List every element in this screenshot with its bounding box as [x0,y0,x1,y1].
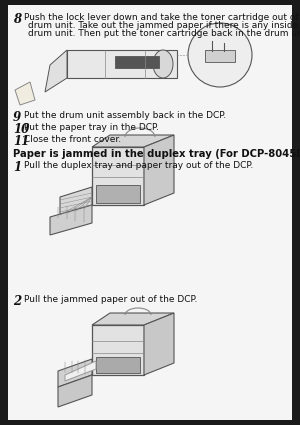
Polygon shape [58,359,92,387]
Text: 1: 1 [13,161,21,174]
Polygon shape [65,361,96,381]
Text: Put the paper tray in the DCP.: Put the paper tray in the DCP. [24,123,159,132]
Text: 8: 8 [13,13,21,26]
Text: drum unit. Take out the jammed paper if there is any inside the: drum unit. Take out the jammed paper if … [28,21,300,30]
Text: Put the drum unit assembly back in the DCP.: Put the drum unit assembly back in the D… [24,111,226,120]
Polygon shape [144,135,174,205]
Circle shape [188,23,252,87]
Polygon shape [92,135,174,147]
Polygon shape [50,205,92,235]
FancyBboxPatch shape [92,147,144,205]
Text: Push the lock lever down and take the toner cartridge out of the: Push the lock lever down and take the to… [24,13,300,22]
FancyBboxPatch shape [205,50,235,62]
Text: Close the front cover.: Close the front cover. [24,135,121,144]
Text: Paper is jammed in the duplex tray (For DCP-8045D): Paper is jammed in the duplex tray (For … [13,149,300,159]
FancyBboxPatch shape [96,185,140,203]
Text: 9: 9 [13,111,21,124]
FancyBboxPatch shape [67,50,177,78]
Text: Pull the jammed paper out of the DCP.: Pull the jammed paper out of the DCP. [24,295,197,304]
Ellipse shape [153,50,173,78]
Polygon shape [60,187,92,215]
Polygon shape [15,82,35,105]
Text: drum unit. Then put the toner cartridge back in the drum unit.: drum unit. Then put the toner cartridge … [28,29,300,38]
Text: 11: 11 [13,135,29,148]
FancyBboxPatch shape [115,56,159,68]
Polygon shape [92,313,174,325]
Polygon shape [58,375,92,407]
Text: 2: 2 [13,295,21,308]
FancyBboxPatch shape [96,357,140,373]
Text: 10: 10 [13,123,29,136]
Polygon shape [144,313,174,375]
Text: Pull the duplex tray and paper tray out of the DCP.: Pull the duplex tray and paper tray out … [24,161,253,170]
Polygon shape [45,50,67,92]
FancyBboxPatch shape [92,325,144,375]
